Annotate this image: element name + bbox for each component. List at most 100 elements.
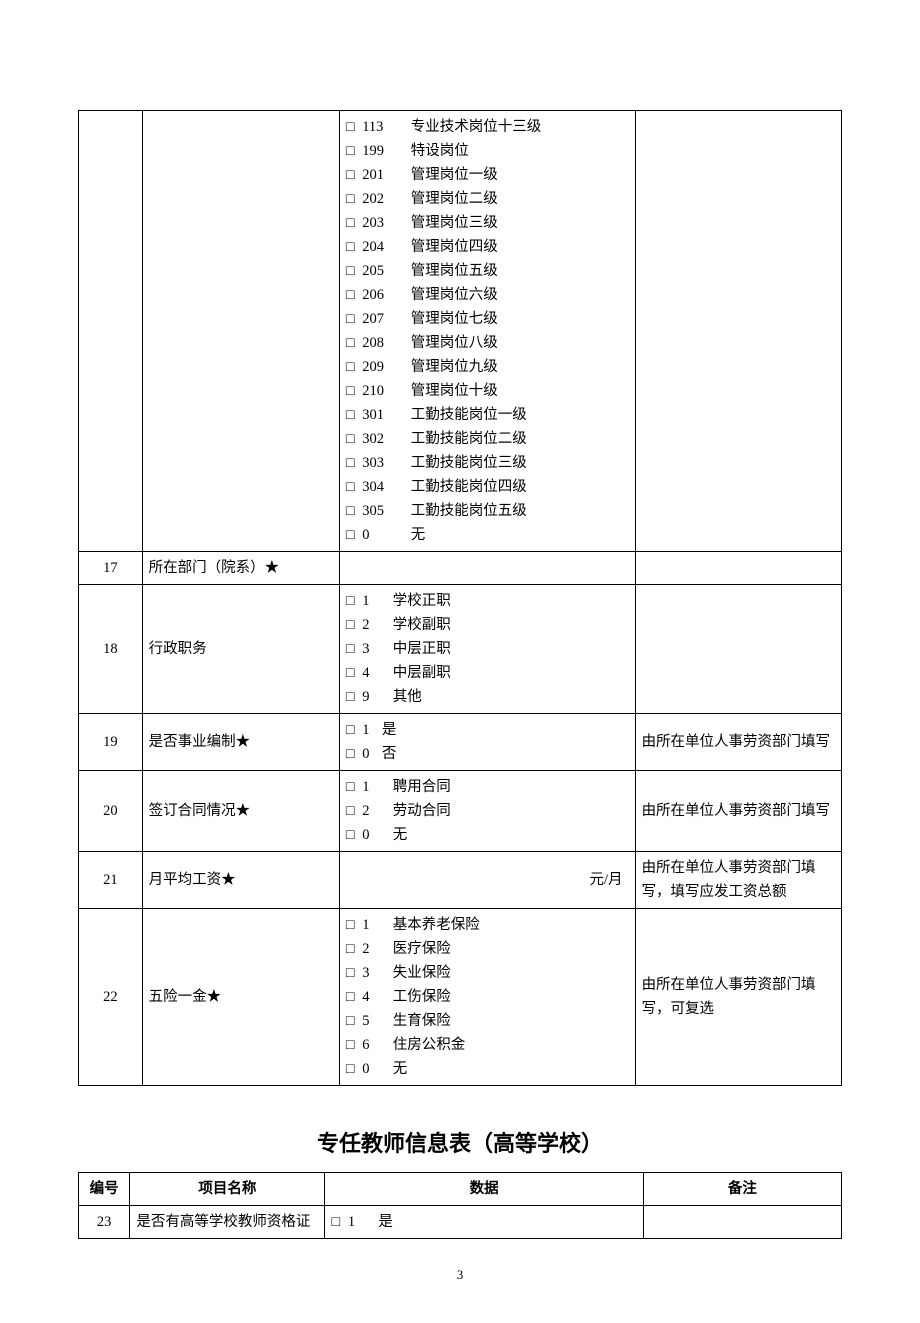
option-item[interactable]: □ 302 工勤技能岗位二级 xyxy=(346,427,629,451)
checkbox-icon[interactable]: □ xyxy=(346,139,355,163)
checkbox-icon[interactable]: □ xyxy=(346,637,355,661)
option-item[interactable]: □ 6 住房公积金 xyxy=(346,1033,629,1057)
option-item[interactable]: □ 208 管理岗位八级 xyxy=(346,331,629,355)
option-code: 0 xyxy=(362,1057,378,1081)
checkbox-icon[interactable]: □ xyxy=(346,403,355,427)
option-code: 207 xyxy=(362,307,396,331)
checkbox-icon[interactable]: □ xyxy=(346,235,355,259)
option-item[interactable]: □ 204 管理岗位四级 xyxy=(346,235,629,259)
option-code: 4 xyxy=(362,661,378,685)
checkbox-icon[interactable]: □ xyxy=(346,307,355,331)
checkbox-icon[interactable]: □ xyxy=(346,187,355,211)
option-item[interactable]: □ 1 是 xyxy=(346,718,629,742)
checkbox-icon[interactable]: □ xyxy=(346,475,355,499)
row16-note xyxy=(635,111,841,552)
checkbox-icon[interactable]: □ xyxy=(346,283,355,307)
checkbox-icon[interactable]: □ xyxy=(346,499,355,523)
option-label: 工勤技能岗位三级 xyxy=(396,455,527,471)
option-item[interactable]: □ 113 专业技术岗位十三级 xyxy=(346,115,629,139)
checkbox-icon[interactable]: □ xyxy=(346,823,355,847)
option-item[interactable]: □ 305 工勤技能岗位五级 xyxy=(346,499,629,523)
option-item[interactable]: □ 2 劳动合同 xyxy=(346,799,629,823)
option-item[interactable]: □ 301 工勤技能岗位一级 xyxy=(346,403,629,427)
option-label: 聘用合同 xyxy=(378,779,451,795)
section2-title: 专任教师信息表（高等学校） xyxy=(78,1126,842,1158)
option-item[interactable]: □ 3 失业保险 xyxy=(346,961,629,985)
row-21: 21 月平均工资★ 元/月 由所在单位人事劳资部门填写，填写应发工资总额 xyxy=(79,852,842,909)
t2-h-data: 数据 xyxy=(325,1173,643,1206)
option-item[interactable]: □ 202 管理岗位二级 xyxy=(346,187,629,211)
option-item[interactable]: □ 0 否 xyxy=(346,742,629,766)
t2-h-note: 备注 xyxy=(643,1173,841,1206)
row17-note xyxy=(635,552,841,585)
option-item[interactable]: □ 3 中层正职 xyxy=(346,637,629,661)
option-item[interactable]: □ 2 医疗保险 xyxy=(346,937,629,961)
option-code: 9 xyxy=(362,685,378,709)
checkbox-icon[interactable]: □ xyxy=(346,718,355,742)
row16-name xyxy=(142,111,339,552)
option-item[interactable]: □ 5 生育保险 xyxy=(346,1009,629,1033)
checkbox-icon[interactable]: □ xyxy=(346,1009,355,1033)
checkbox-icon[interactable]: □ xyxy=(346,451,355,475)
row21-data[interactable]: 元/月 xyxy=(339,852,635,909)
checkbox-icon[interactable]: □ xyxy=(346,742,355,766)
option-label: 是 xyxy=(364,1214,393,1230)
option-code: 1 xyxy=(362,913,378,937)
option-item[interactable]: □ 304 工勤技能岗位四级 xyxy=(346,475,629,499)
checkbox-icon[interactable]: □ xyxy=(346,775,355,799)
option-item[interactable]: □ 303 工勤技能岗位三级 xyxy=(346,451,629,475)
checkbox-icon[interactable]: □ xyxy=(346,427,355,451)
option-item[interactable]: □ 9 其他 xyxy=(346,685,629,709)
row17-data[interactable] xyxy=(339,552,635,585)
checkbox-icon[interactable]: □ xyxy=(346,1033,355,1057)
option-code: 204 xyxy=(362,235,396,259)
option-item[interactable]: □ 0 无 xyxy=(346,1057,629,1081)
checkbox-icon[interactable]: □ xyxy=(346,589,355,613)
option-item[interactable]: □ 205 管理岗位五级 xyxy=(346,259,629,283)
checkbox-icon[interactable]: □ xyxy=(346,937,355,961)
row-19: 19 是否事业编制★ □ 1 是□ 0 否 由所在单位人事劳资部门填写 xyxy=(79,714,842,771)
option-item[interactable]: □ 203 管理岗位三级 xyxy=(346,211,629,235)
option-item[interactable]: □ 0 无 xyxy=(346,823,629,847)
option-code: 201 xyxy=(362,163,396,187)
option-item[interactable]: □ 1 学校正职 xyxy=(346,589,629,613)
checkbox-icon[interactable]: □ xyxy=(346,163,355,187)
checkbox-icon[interactable]: □ xyxy=(346,355,355,379)
option-item[interactable]: □ 2 学校副职 xyxy=(346,613,629,637)
checkbox-icon[interactable]: □ xyxy=(346,259,355,283)
option-item[interactable]: □ 201 管理岗位一级 xyxy=(346,163,629,187)
checkbox-icon[interactable]: □ xyxy=(346,685,355,709)
checkbox-icon[interactable]: □ xyxy=(346,1057,355,1081)
row-23: 23 是否有高等学校教师资格证 □ 1 是 xyxy=(79,1206,842,1239)
checkbox-icon[interactable]: □ xyxy=(331,1210,340,1234)
checkbox-icon[interactable]: □ xyxy=(346,799,355,823)
option-item[interactable]: □ 1 基本养老保险 xyxy=(346,913,629,937)
main-form-table: □ 113 专业技术岗位十三级□ 199 特设岗位□ 201 管理岗位一级□ 2… xyxy=(78,110,842,1086)
checkbox-icon[interactable]: □ xyxy=(346,961,355,985)
option-item[interactable]: □ 1 是 xyxy=(331,1210,636,1234)
checkbox-icon[interactable]: □ xyxy=(346,613,355,637)
option-item[interactable]: □ 4 工伤保险 xyxy=(346,985,629,1009)
checkbox-icon[interactable]: □ xyxy=(346,661,355,685)
t2-h-name: 项目名称 xyxy=(130,1173,325,1206)
option-item[interactable]: □ 207 管理岗位七级 xyxy=(346,307,629,331)
checkbox-icon[interactable]: □ xyxy=(346,913,355,937)
option-code: 3 xyxy=(362,637,378,661)
option-item[interactable]: □ 209 管理岗位九级 xyxy=(346,355,629,379)
option-item[interactable]: □ 199 特设岗位 xyxy=(346,139,629,163)
option-code: 205 xyxy=(362,259,396,283)
option-code: 303 xyxy=(362,451,396,475)
option-item[interactable]: □ 4 中层副职 xyxy=(346,661,629,685)
checkbox-icon[interactable]: □ xyxy=(346,985,355,1009)
checkbox-icon[interactable]: □ xyxy=(346,379,355,403)
checkbox-icon[interactable]: □ xyxy=(346,115,355,139)
option-item[interactable]: □ 1 聘用合同 xyxy=(346,775,629,799)
option-item[interactable]: □ 0 无 xyxy=(346,523,629,547)
checkbox-icon[interactable]: □ xyxy=(346,331,355,355)
option-code: 3 xyxy=(362,961,378,985)
option-item[interactable]: □ 206 管理岗位六级 xyxy=(346,283,629,307)
checkbox-icon[interactable]: □ xyxy=(346,211,355,235)
checkbox-icon[interactable]: □ xyxy=(346,523,355,547)
teacher-info-table: 编号 项目名称 数据 备注 23 是否有高等学校教师资格证 □ 1 是 xyxy=(78,1172,842,1239)
option-item[interactable]: □ 210 管理岗位十级 xyxy=(346,379,629,403)
